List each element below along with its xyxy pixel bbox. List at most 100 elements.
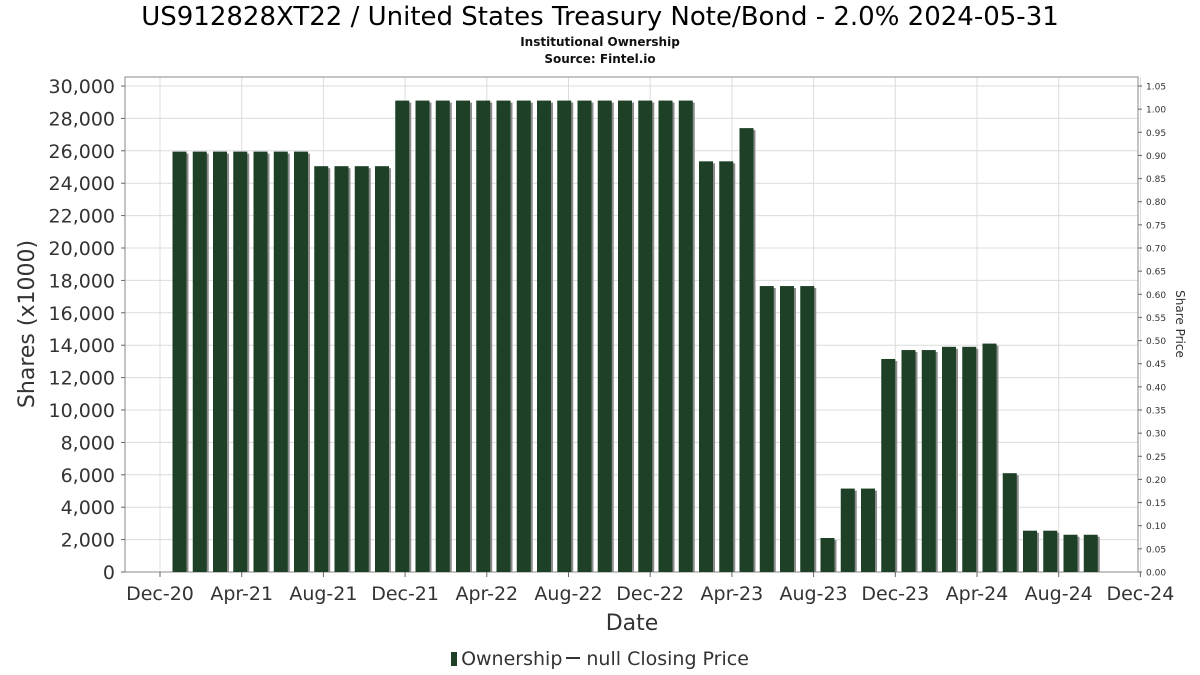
ownership-bar [476,100,491,572]
ownership-bar [395,100,410,572]
y2-tick-label: 1.00 [1146,106,1166,116]
y-axis-label: Shares (x1000) [15,240,40,408]
y2-tick-label: 0.55 [1146,314,1166,324]
ownership-bar [557,100,572,572]
ownership-bar [1002,473,1017,572]
ownership-bar [233,151,248,573]
ownership-bar [597,100,612,572]
ownership-bar [375,166,389,572]
y2-tick-label: 0.65 [1146,268,1166,278]
ownership-swatch [451,652,458,666]
ownership-bar [1043,530,1058,572]
x-tick-label: Apr-22 [455,583,518,605]
x-tick-label: Dec-23 [861,583,929,605]
x-tick-label: Aug-23 [780,583,848,605]
y2-tick-label: 0.80 [1146,198,1166,208]
y2-tick-label: 0.10 [1146,522,1166,532]
ownership-bar [780,286,794,572]
y2-tick-label: 0.45 [1146,360,1166,370]
ownership-bar [314,166,329,572]
ownership-bar [577,100,592,572]
y2-tick-label: 0.70 [1146,245,1166,255]
ownership-bar [456,100,470,572]
x-tick-label: Aug-24 [1025,583,1093,605]
y-tick-label: 16,000 [49,303,115,325]
y-tick-label: 2,000 [61,530,115,552]
y2-tick-label: 0.85 [1146,175,1166,185]
ownership-bar [800,286,815,572]
x-axis-label: Date [606,611,659,636]
legend: Ownership null Closing Price [0,648,1200,670]
ownership-bar [192,151,207,573]
y-tick-label: 20,000 [49,238,115,260]
ownership-bar [435,100,450,572]
ownership-bar [1063,534,1078,572]
y-tick-label: 14,000 [49,335,115,357]
x-tick-label: Dec-24 [1106,583,1174,605]
y-tick-label: 0 [103,562,115,584]
ownership-bar [881,358,896,572]
axis-layer: 0 2,000 4,000 6,000 8,000 10,000 12,000 14,000 1… [49,76,1175,605]
ownership-bar [273,151,288,573]
ownership-bar [921,350,936,572]
ownership-bar [253,151,268,573]
ownership-bar [213,151,227,573]
x-tick-label: Apr-21 [210,583,273,605]
y-tick-label: 26,000 [49,141,115,163]
ownership-bar [840,488,855,572]
y2-tick-label: 0.90 [1146,152,1166,162]
x-tick-label: Dec-22 [616,583,684,605]
y2-tick-label: 0.60 [1146,291,1166,301]
ownership-bar [1023,530,1037,572]
y2-tick-label: 1.05 [1146,83,1166,93]
chart-title: US912828XT22 / United States Treasury No… [141,2,1059,32]
y-tick-label: 24,000 [49,173,115,195]
ownership-bar [334,166,349,572]
legend-ownership: Ownership [461,648,563,670]
ownership-bar [354,166,369,572]
y2-tick-label: 0.15 [1146,499,1166,509]
ownership-bar [820,537,835,572]
ownership-bar [537,100,551,572]
y-tick-label: 30,000 [49,76,115,98]
chart-subtitle: Institutional Ownership [520,35,680,49]
ownership-bar [172,151,187,573]
y2-tick-label: 0.75 [1146,221,1166,231]
y2-tick-label: 0.95 [1146,129,1166,139]
x-tick-label: Aug-22 [534,583,602,605]
ownership-bar [982,343,997,572]
x-tick-label: Dec-21 [371,583,439,605]
x-tick-label: Dec-20 [126,583,194,605]
ownership-bar [739,128,754,572]
y2-tick-label: 0.50 [1146,337,1166,347]
ownership-bar [901,350,916,572]
y2-tick-label: 0.20 [1146,476,1166,486]
ownership-bar [699,161,713,572]
y2-tick-label: 0.30 [1146,430,1166,440]
y-tick-label: 18,000 [49,270,115,292]
ownership-bar [861,488,875,572]
ownership-bar [618,100,632,572]
y-tick-label: 28,000 [49,108,115,130]
ownership-bar [294,151,308,573]
ownership-bar [658,100,673,572]
y-tick-label: 12,000 [49,368,115,390]
y-tick-label: 8,000 [61,432,115,454]
y-tick-label: 10,000 [49,400,115,422]
y2-tick-label: 0.00 [1146,569,1166,579]
y2-tick-label: 0.40 [1146,383,1166,393]
price-swatch [566,657,581,659]
y2-tick-label: 0.35 [1146,407,1166,417]
ownership-bar [1083,534,1098,572]
y-tick-label: 22,000 [49,206,115,228]
ownership-bar [638,100,653,572]
x-tick-label: Apr-24 [946,583,1009,605]
x-tick-label: Aug-21 [289,583,357,605]
y2-tick-label: 0.05 [1146,545,1166,555]
y-tick-label: 6,000 [61,465,115,487]
bars-layer [172,100,1100,573]
ownership-bar [496,100,511,572]
y2-tick-label: 0.25 [1146,453,1166,463]
y-tick-label: 4,000 [61,497,115,519]
